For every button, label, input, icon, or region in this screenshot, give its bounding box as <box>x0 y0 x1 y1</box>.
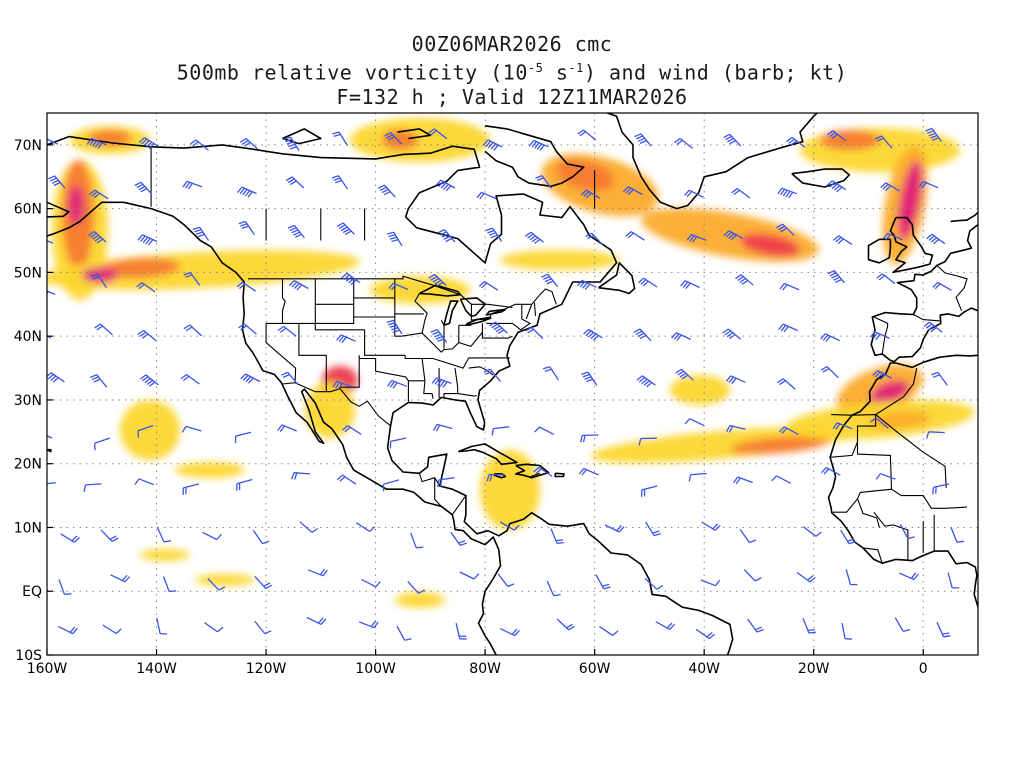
lon-tick-label: 60W <box>579 661 611 677</box>
lat-tick-label: 30N <box>14 393 42 409</box>
title-exponent-1: -5 <box>527 61 544 75</box>
title-line-field: 500mb relative vorticity (10-5 s-1) and … <box>0 56 1024 85</box>
lat-tick-label: 20N <box>14 457 42 473</box>
political-borders <box>150 147 968 564</box>
map-frame <box>46 112 979 656</box>
chart-title-block: 00Z06MAR2026 cmc 500mb relative vorticit… <box>0 32 1024 109</box>
wind-barbs <box>47 127 964 641</box>
lat-tick-label: EQ <box>22 584 42 600</box>
lon-tick-label: 20W <box>798 661 830 677</box>
lat-tick-label: 70N <box>14 138 42 154</box>
lon-tick-label: 160W <box>27 661 68 677</box>
title-field-post: ) and wind (barb; kt) <box>583 60 848 85</box>
vorticity-shading <box>47 118 975 608</box>
lat-tick-label: 50N <box>14 265 42 281</box>
lat-tick-label: 60N <box>14 202 42 218</box>
title-line-run: 00Z06MAR2026 cmc <box>411 32 613 56</box>
title-field-mid: s <box>543 60 569 85</box>
coastlines <box>47 113 978 655</box>
lon-tick-label: 0 <box>919 661 928 677</box>
lon-tick-label: 120W <box>246 661 287 677</box>
lon-tick-label: 40W <box>688 661 720 677</box>
title-exponent-2: -1 <box>568 61 584 75</box>
lat-tick-label: 10N <box>14 520 42 536</box>
lon-tick-label: 140W <box>136 661 177 677</box>
title-line-valid: F=132 h ; Valid 12Z11MAR2026 <box>336 84 688 109</box>
axis-ticks: 160W 140W 120W 100W 80W 60W 40W 20W 0 70N 60N 50N 40… <box>14 138 928 677</box>
lon-tick-label: 100W <box>355 661 396 677</box>
lat-tick-label: 10S <box>15 648 42 664</box>
lat-tick-label: 40N <box>14 329 42 345</box>
lon-tick-label: 80W <box>469 661 501 677</box>
title-field-pre: 500mb relative vorticity (10 <box>176 60 528 85</box>
